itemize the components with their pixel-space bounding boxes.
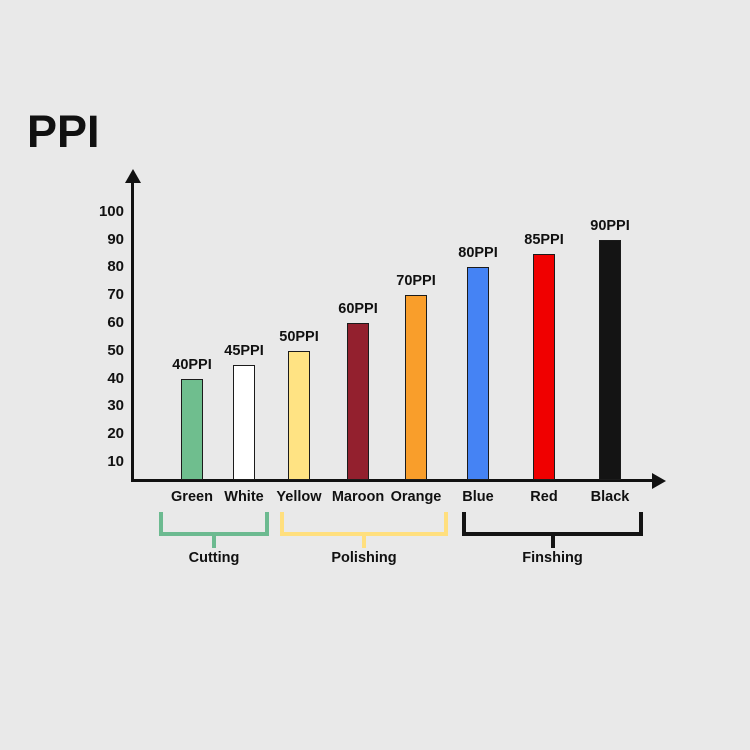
y-tick-label: 80 <box>107 258 124 276</box>
y-tick-label: 60 <box>107 314 124 331</box>
bar-value-label: 50PPI <box>279 328 319 345</box>
chart-title: PPI <box>27 106 100 157</box>
bar-value-label: 80PPI <box>458 245 498 262</box>
y-tick-label: 50 <box>107 341 124 359</box>
group-label: Polishing <box>331 550 397 566</box>
bar-green <box>181 378 203 480</box>
x-category-label: Blue <box>462 489 494 505</box>
group-label: Finshing <box>522 550 583 566</box>
y-tick-label: 100 <box>98 202 124 220</box>
bar-yellow <box>288 350 310 480</box>
x-category-label: White <box>224 489 264 505</box>
group-label: Cutting <box>188 550 240 566</box>
group-bracket-finshing <box>462 512 643 536</box>
group-bracket-cutting <box>159 512 269 536</box>
bar-value-label: 60PPI <box>338 301 378 317</box>
bar-maroon <box>347 323 369 480</box>
y-tick-label: 70 <box>107 286 124 304</box>
bar-value-label: 40PPI <box>172 356 212 373</box>
x-category-label: Red <box>530 489 558 505</box>
x-category-label: Green <box>171 489 213 505</box>
bar-black <box>599 239 621 480</box>
bar-value-label: 45PPI <box>224 342 264 359</box>
x-axis-arrowhead-icon <box>652 473 666 489</box>
bar-value-label: 90PPI <box>590 217 630 234</box>
y-tick-label: 30 <box>107 397 124 415</box>
bar-red <box>533 253 555 480</box>
x-axis-line <box>131 479 653 482</box>
group-bracket-polishing <box>280 512 448 536</box>
y-axis-line <box>131 181 134 481</box>
bar-value-label: 70PPI <box>396 273 436 290</box>
x-category-label: Maroon <box>331 489 385 505</box>
bar-orange <box>405 295 427 480</box>
group-bracket-stem <box>362 536 366 548</box>
x-category-label: Yellow <box>276 489 322 505</box>
bar-blue <box>467 267 489 480</box>
y-tick-label: 10 <box>107 453 124 470</box>
x-category-label: Orange <box>390 489 442 505</box>
group-bracket-stem <box>550 536 555 548</box>
y-tick-label: 40 <box>107 369 124 387</box>
group-bracket-stem <box>212 536 216 548</box>
x-category-label: Black <box>590 489 630 505</box>
bar-value-label: 85PPI <box>524 231 564 248</box>
bar-white <box>233 364 255 480</box>
y-tick-label: 90 <box>107 230 124 248</box>
y-axis-arrowhead-icon <box>125 169 141 183</box>
y-tick-label: 20 <box>107 425 124 443</box>
